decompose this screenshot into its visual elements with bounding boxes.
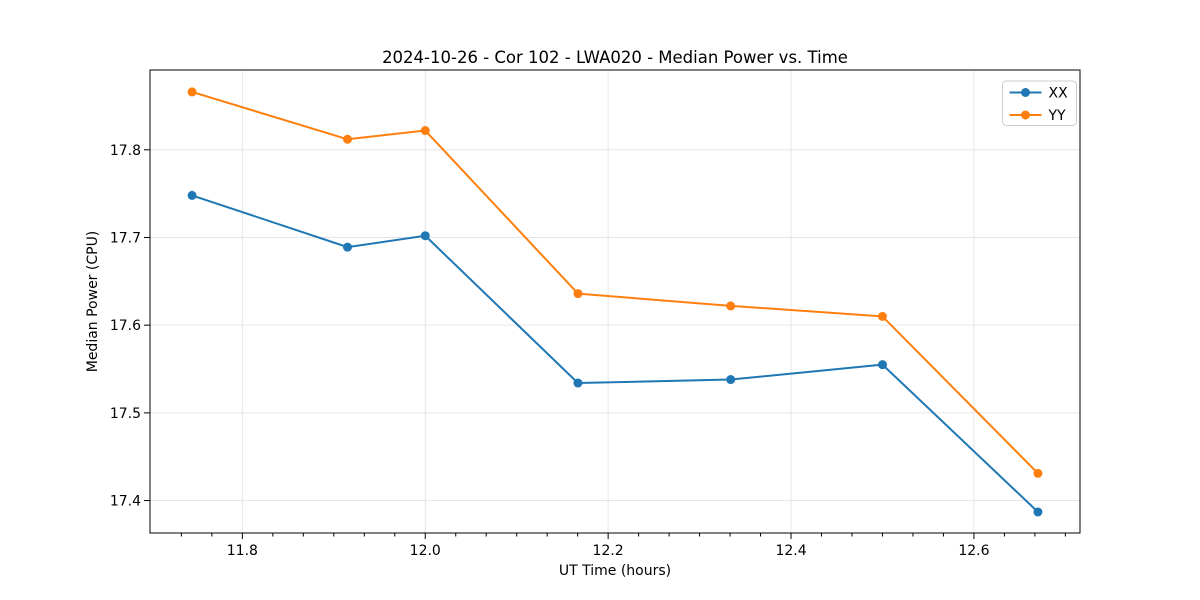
y-tick-label: 17.7: [110, 230, 141, 246]
legend-marker-icon: [1021, 88, 1030, 97]
y-axis-label: Median Power (CPU): [85, 231, 101, 373]
data-point-yy: [726, 301, 736, 311]
series-line-xx: [191, 194, 1039, 513]
data-point-xx: [573, 378, 583, 388]
data-point-yy: [573, 289, 583, 299]
x-tick-label: 12.4: [775, 543, 806, 559]
x-tick-label: 12.2: [593, 543, 624, 559]
data-point-yy: [187, 87, 197, 97]
y-tick-label: 17.4: [110, 494, 141, 510]
x-tick-label: 11.8: [227, 543, 258, 559]
data-point-xx: [726, 375, 736, 385]
legend-entry-label: YY: [1048, 108, 1067, 124]
series-layer: [187, 87, 1043, 517]
chart-title: 2024-10-26 - Cor 102 - LWA020 - Median P…: [382, 48, 848, 67]
series-line-yy: [191, 90, 1039, 475]
data-point-yy: [343, 134, 353, 144]
data-point-xx: [187, 190, 197, 200]
axes-frame: [149, 69, 1081, 534]
x-axis-label: UT Time (hours): [559, 563, 671, 579]
data-point-xx: [343, 242, 353, 252]
data-point-xx: [420, 231, 430, 241]
data-point-yy: [420, 126, 430, 136]
grid-layer: [150, 70, 1080, 533]
y-tick-label: 17.8: [110, 143, 141, 159]
y-tick-label: 17.6: [110, 318, 141, 334]
data-point-xx: [1033, 507, 1043, 517]
x-tick-label: 12.0: [410, 543, 441, 559]
x-tick-label: 12.6: [958, 543, 989, 559]
legend-entry-label: XX: [1049, 86, 1069, 102]
legend-marker-icon: [1021, 110, 1030, 120]
data-point-yy: [1033, 468, 1043, 478]
y-tick-label: 17.5: [110, 406, 141, 422]
axis-layer: 11.8 12.0 12.2 12.4 12.6 17.4 17.5 17.6 17.7 17.8: [110, 69, 1081, 559]
data-point-yy: [877, 311, 887, 321]
legend-layer: XX YY: [1002, 80, 1077, 126]
data-point-xx: [877, 360, 887, 370]
